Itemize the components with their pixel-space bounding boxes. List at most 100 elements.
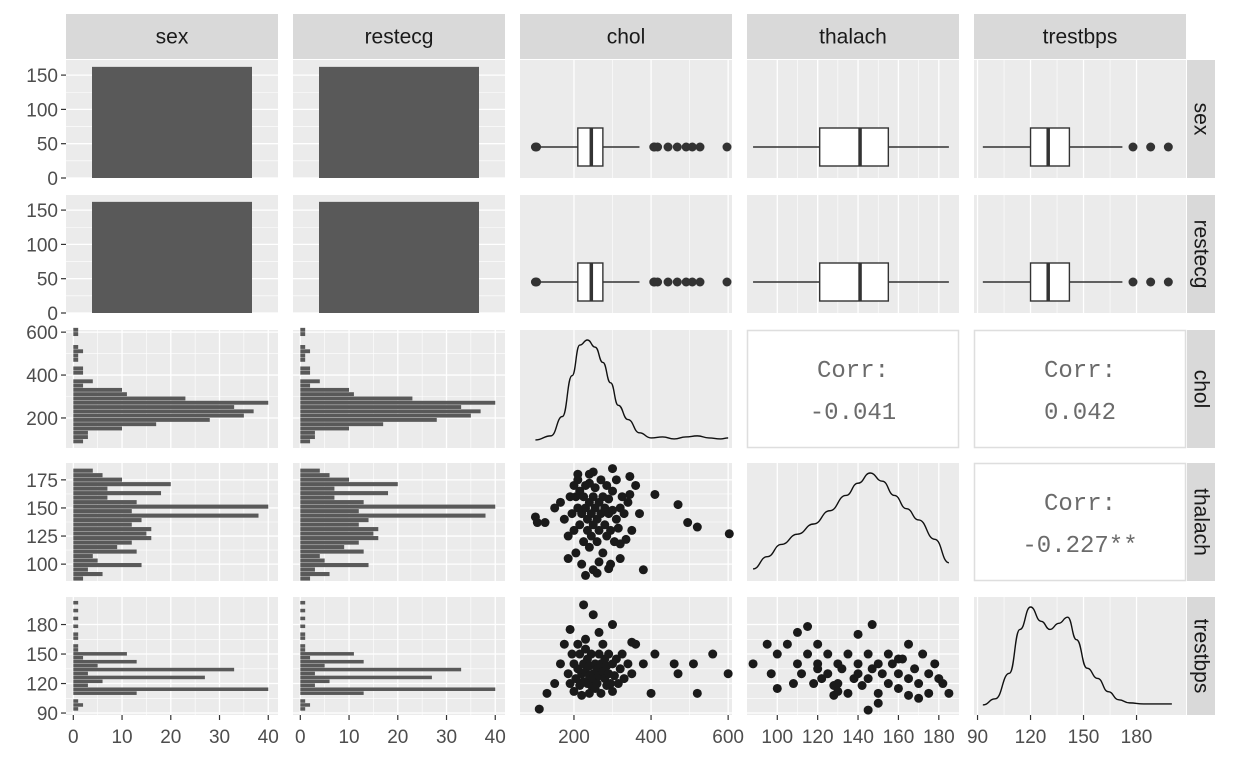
panel-grid (520, 463, 732, 581)
count-bar (319, 201, 479, 313)
hist-bar (300, 567, 315, 572)
scatter-point (619, 674, 629, 684)
scatter-point (571, 548, 581, 558)
y-tick-label: 100 (26, 235, 58, 256)
scatter-point (559, 514, 569, 524)
scatter-point (762, 639, 772, 649)
hist-bar (73, 422, 157, 427)
hist-bar (73, 409, 254, 414)
scatter-point (669, 659, 679, 669)
hist-bar (300, 667, 462, 672)
hist-bar (73, 659, 137, 664)
corr-value: -0.041 (810, 400, 896, 427)
hist-bar (300, 468, 320, 473)
strip-top-chol (520, 14, 732, 59)
hist-bar (73, 357, 79, 362)
scatter-point (724, 529, 734, 539)
hist-bar (73, 545, 118, 550)
corr-value: 0.042 (1044, 400, 1116, 427)
x-tick-label: 10 (338, 727, 359, 748)
y-tick-label: 150 (26, 201, 58, 222)
scatter-point (569, 525, 579, 535)
box-outlier (653, 142, 663, 152)
scatter-point (813, 639, 823, 649)
scatter-point (590, 483, 600, 493)
panel-thalach-thalach (747, 463, 959, 581)
hist-bar (73, 648, 79, 652)
scatter-point (883, 679, 893, 689)
y-tick-label: 100 (26, 555, 58, 576)
strip-label-restecg: restecg (1190, 220, 1213, 289)
scatter-point (918, 649, 928, 659)
scatter-point (914, 679, 924, 689)
strip-label-trestbps: trestbps (1043, 26, 1118, 49)
hist-bar (73, 509, 132, 514)
hist-bar (300, 656, 311, 660)
hist-bar (73, 482, 171, 487)
box-outlier (687, 277, 697, 287)
scatter-point (688, 659, 698, 669)
scatter-point (540, 518, 550, 528)
y-tick-label: 600 (26, 323, 58, 344)
y-tick-label: 0 (47, 304, 58, 325)
box-outlier (672, 142, 682, 152)
hist-bar (73, 353, 79, 358)
box-outlier (695, 277, 705, 287)
x-tick-label: 120 (1015, 727, 1047, 748)
panel-grid (976, 195, 1138, 313)
scatter-point (673, 500, 683, 510)
hist-bar (300, 409, 481, 414)
scatter-point (863, 674, 873, 684)
hist-bar (300, 576, 311, 581)
hist-bar (300, 683, 315, 688)
scatter-point (623, 659, 633, 669)
scatter-point (575, 520, 585, 530)
hist-bar (73, 383, 84, 388)
scatter-point (833, 686, 843, 696)
box-outlier (1163, 142, 1173, 152)
scatter-point (594, 627, 604, 637)
scatter-point (598, 639, 608, 649)
hist-bar (300, 616, 306, 621)
hist-bar (73, 396, 186, 401)
scatter-point (823, 669, 833, 679)
hist-bar (73, 624, 79, 629)
hist-bar (300, 531, 374, 536)
hist-bar (300, 383, 311, 388)
scatter-point (579, 492, 589, 502)
panel-grid (776, 463, 940, 581)
scatter-point (766, 669, 776, 679)
box-outlier (672, 277, 682, 287)
hist-bar (73, 392, 127, 397)
hist-bar (300, 491, 389, 496)
panel-grid (573, 195, 729, 313)
x-tick-label: 90 (967, 727, 988, 748)
hist-bar (300, 417, 437, 422)
scatter-point (573, 469, 583, 479)
scatter-point (555, 659, 565, 669)
scatter-point (598, 548, 608, 558)
scatter-point (772, 683, 782, 693)
scatter-point (863, 649, 873, 659)
scatter-point (904, 690, 914, 700)
scatter-point (608, 464, 618, 474)
scatter-point (577, 690, 587, 700)
box-outlier (687, 142, 697, 152)
scatter-point (867, 620, 877, 630)
scatter-point (853, 669, 863, 679)
scatter-point (924, 669, 934, 679)
hist-bar (73, 558, 98, 563)
hist-bar (73, 527, 152, 532)
scatter-point (588, 492, 598, 502)
scatter-point (873, 698, 883, 708)
scatter-point (867, 664, 877, 674)
box-outlier (663, 277, 673, 287)
scatter-point (567, 509, 577, 519)
scatter-point (579, 600, 589, 610)
hist-bar (73, 703, 84, 707)
hist-bar (300, 540, 359, 545)
hist-bar (300, 422, 384, 427)
corr-value: -0.227** (1022, 533, 1137, 560)
hist-bar (73, 663, 98, 668)
